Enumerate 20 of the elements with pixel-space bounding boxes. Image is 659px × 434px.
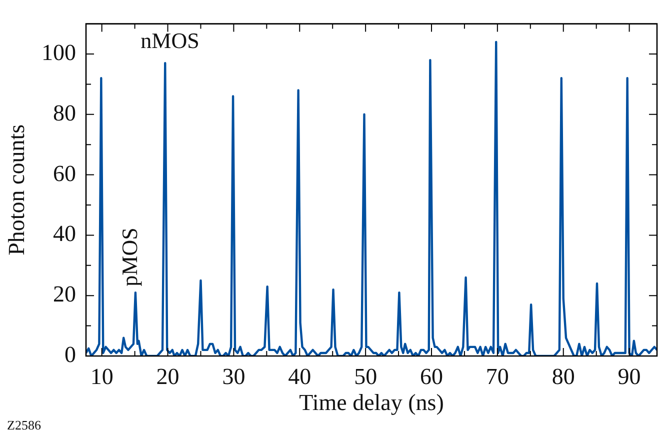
annotation: pMOS <box>116 228 142 286</box>
x-tick-label: 20 <box>156 364 180 389</box>
x-tick-label: 80 <box>552 364 575 389</box>
y-tick-label: 20 <box>53 282 76 307</box>
x-tick-label: 90 <box>618 364 641 389</box>
x-tick-label: 40 <box>288 364 312 389</box>
y-tick-label: 100 <box>42 40 76 66</box>
y-tick-label: 80 <box>53 100 76 126</box>
x-tick-label: 70 <box>486 364 509 389</box>
x-tick-label: 30 <box>222 364 246 389</box>
x-tick-label: 50 <box>354 364 378 389</box>
y-tick-label: 40 <box>53 221 76 246</box>
x-tick-label: 10 <box>90 364 114 389</box>
y-tick-label: 0 <box>64 342 76 368</box>
y-axis-title: Photon counts <box>4 124 29 256</box>
y-tick-label: 60 <box>53 160 76 186</box>
text: Z2586 <box>7 417 42 432</box>
x-axis-title: Time delay (ns) <box>299 390 444 416</box>
x-tick-label: 60 <box>420 364 443 389</box>
annotation: nMOS <box>140 28 200 53</box>
